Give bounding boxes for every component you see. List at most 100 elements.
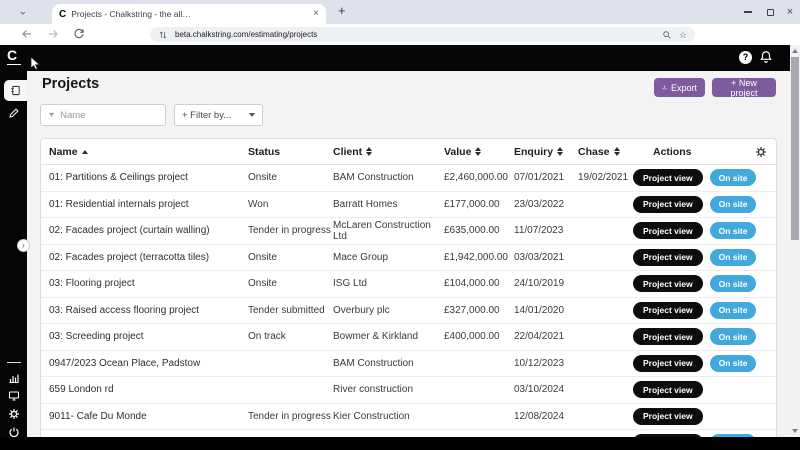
project-view-button[interactable]: Project view (633, 169, 703, 187)
cell-client: Kier Construction (333, 410, 410, 422)
table-row[interactable]: 01: Partitions & Ceilings project Onsite… (41, 165, 776, 192)
cell-value: £1,942,000.00 (444, 251, 508, 263)
tab-search-button[interactable] (14, 6, 32, 20)
window-maximize-button[interactable] (762, 4, 778, 20)
help-button[interactable]: ? (739, 51, 752, 64)
site-info-icon[interactable] (158, 30, 168, 40)
cell-actions: Project view On site (631, 354, 776, 372)
cell-name: 0947/2023 Ocean Place, Padstow (49, 357, 201, 369)
cell-actions: Project view On site (631, 407, 776, 425)
scroll-down-arrow[interactable] (792, 429, 798, 433)
on-site-button[interactable]: On site (709, 301, 757, 319)
tab-favicon: C (59, 8, 67, 20)
project-view-button[interactable]: Project view (633, 381, 703, 399)
table-row[interactable]: 03: Screeding project On track Bowmer & … (41, 324, 776, 351)
project-view-button[interactable]: Project view (633, 248, 703, 266)
window-minimize-button[interactable] (740, 4, 756, 20)
chalkstring-logo: C (7, 47, 18, 63)
project-view-button[interactable]: Project view (633, 275, 703, 293)
forward-icon[interactable] (46, 27, 60, 41)
on-site-button[interactable]: On site (709, 354, 757, 372)
cell-value: £2,460,000.00 (444, 172, 508, 184)
sidebar (0, 71, 27, 438)
table-row[interactable]: 01: Residential internals project Won Ba… (41, 192, 776, 218)
col-header-client[interactable]: Client (333, 146, 444, 158)
project-view-button[interactable]: Project view (633, 222, 703, 240)
on-site-button[interactable]: On site (709, 195, 757, 213)
notifications-bell-icon[interactable] (759, 50, 773, 64)
new-project-button[interactable]: + New project (712, 77, 776, 98)
cell-actions: Project view On site (631, 381, 776, 399)
sidebar-expand-button[interactable]: › (17, 239, 30, 252)
table-row[interactable]: 03: Flooring project Onsite ISG Ltd £104… (41, 271, 776, 298)
cell-client: BAM Construction (333, 172, 414, 184)
page-scrollbar[interactable] (790, 45, 800, 437)
col-header-status[interactable]: Status (248, 145, 281, 158)
on-site-button[interactable]: On site (709, 434, 757, 437)
back-icon[interactable] (20, 27, 34, 41)
export-button[interactable]: Export (654, 78, 705, 97)
filter-by-dropdown[interactable]: + Filter by... (174, 104, 263, 126)
table-row[interactable]: 03: Raised access flooring project Tende… (41, 298, 776, 324)
project-view-button[interactable]: Project view (633, 301, 703, 319)
project-view-button[interactable]: Project view (633, 328, 703, 346)
pencil-icon[interactable] (8, 107, 20, 119)
col-header-enquiry[interactable]: Enquiry (514, 146, 578, 158)
project-view-button[interactable]: Project view (633, 434, 703, 437)
browser-tab[interactable]: C Projects - Chalkstring - the all… × (52, 4, 326, 24)
bar-chart-icon[interactable] (8, 372, 20, 384)
scrollbar-thumb[interactable] (791, 57, 799, 240)
cell-name: 9011- Cafe Du Monde (49, 410, 147, 422)
table-settings-gear-icon[interactable] (755, 146, 767, 158)
chevron-down-icon (20, 11, 26, 15)
table-row[interactable]: 9011- Cafe Du Monde Tender in progress K… (41, 404, 776, 430)
window-close-button[interactable]: × (786, 6, 794, 18)
cell-status: On track (248, 331, 286, 343)
name-filter-field[interactable] (40, 104, 166, 126)
on-site-button[interactable]: On site (709, 169, 757, 187)
cell-actions: Project view On site (631, 195, 776, 213)
col-header-value[interactable]: Value (444, 146, 514, 158)
cell-actions: Project view On site (631, 169, 776, 187)
col-header-chase[interactable]: Chase (578, 146, 631, 158)
sidebar-divider (7, 362, 21, 363)
sidebar-item-projects[interactable] (4, 80, 27, 101)
cell-enquiry: 22/04/2021 (514, 331, 565, 343)
project-view-button[interactable]: Project view (633, 354, 703, 372)
cell-actions: Project view On site (631, 434, 776, 437)
cell-status: Onsite (248, 278, 277, 290)
project-view-button[interactable]: Project view (633, 195, 703, 213)
reload-icon[interactable] (72, 27, 86, 41)
cell-enquiry: 14/01/2020 (514, 304, 565, 316)
table-row[interactable]: 02: Facades project (curtain walling) Te… (41, 218, 776, 245)
address-bar[interactable]: beta.chalkstring.com/estimating/projects… (150, 27, 695, 42)
on-site-button[interactable]: On site (709, 248, 757, 266)
table-row[interactable]: 659 London rd River construction 03/10/2… (41, 377, 776, 404)
name-filter-input[interactable] (60, 109, 158, 121)
new-tab-button[interactable]: + (338, 3, 346, 18)
col-header-name[interactable]: Name (49, 146, 248, 158)
tab-close-icon[interactable]: × (313, 8, 319, 19)
cell-name: 03: Flooring project (49, 278, 135, 290)
power-icon[interactable] (8, 426, 20, 438)
bookmark-star-icon[interactable]: ☆ (678, 29, 687, 40)
gear-icon[interactable] (8, 408, 20, 420)
scroll-up-arrow[interactable] (792, 49, 798, 53)
cell-name: 02: Facades project (terracotta tiles) (49, 251, 210, 263)
on-site-button[interactable]: On site (709, 275, 757, 293)
projects-table: Name Status Client Value Enquiry Chase A… (40, 138, 777, 437)
project-view-button[interactable]: Project view (633, 407, 703, 425)
table-row[interactable]: 0947/2023 Ocean Place, Padstow BAM Const… (41, 351, 776, 377)
zoom-icon[interactable] (662, 30, 672, 40)
on-site-button[interactable]: On site (709, 222, 757, 240)
table-row[interactable]: Project view On site (41, 430, 776, 437)
new-project-label: + New project (730, 77, 758, 98)
table-row[interactable]: 02: Facades project (terracotta tiles) O… (41, 245, 776, 271)
cell-chase: 19/02/2021 (578, 172, 629, 184)
url-text[interactable]: beta.chalkstring.com/estimating/projects (175, 30, 318, 39)
cell-status: Tender in progress (248, 225, 331, 237)
cell-value: £400,000.00 (444, 331, 500, 343)
monitor-icon[interactable] (8, 390, 20, 402)
on-site-button[interactable]: On site (709, 328, 757, 346)
cell-actions: Project view On site (631, 301, 776, 319)
